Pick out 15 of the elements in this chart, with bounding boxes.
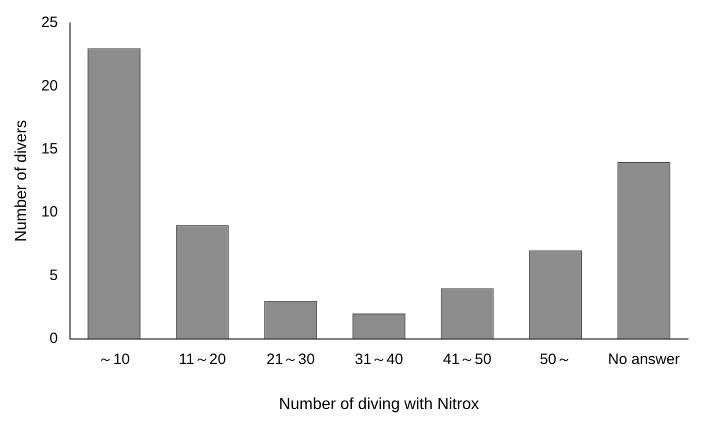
y-tick-label: 5 [50, 266, 58, 284]
y-tick-label: 0 [50, 330, 58, 347]
y-axis-title: Number of divers [13, 120, 30, 242]
y-tick-label: 20 [41, 77, 58, 94]
x-axis-title: Number of diving with Nitrox [278, 396, 479, 413]
x-tick-label: 41～50 [443, 350, 492, 368]
x-tick-label: 50～ [540, 350, 572, 368]
x-tick-label: 31～40 [354, 350, 404, 368]
x-tick-label: ～10 [98, 350, 130, 368]
x-tick-label: No answer [608, 350, 680, 368]
x-tick-label: 11～20 [178, 350, 226, 368]
y-tick-label: 25 [41, 14, 58, 32]
x-tick-label: 21～30 [266, 350, 315, 368]
y-tick-label: 15 [41, 140, 58, 158]
y-tick-label: 10 [41, 204, 58, 221]
